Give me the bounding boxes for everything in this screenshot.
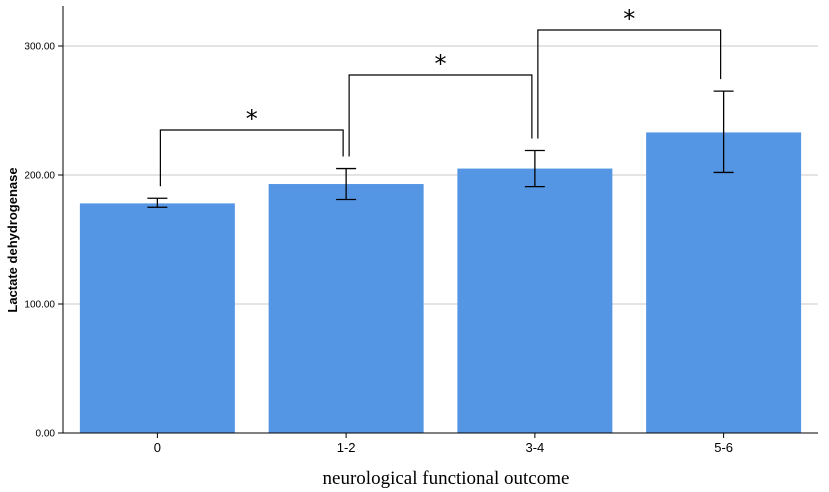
bar [268,184,424,433]
y-tick-label: 300.00 [24,42,55,53]
significance-brackets: * * * [159,5,722,187]
bar [79,203,235,433]
significance-star: * [246,105,258,133]
significance-star: * [435,50,447,78]
x-tick-label: 0 [154,440,161,455]
x-tick-label: 5-6 [714,440,733,455]
significance-bracket [537,29,722,139]
axes: 0.00 100.00 200.00 300.00 0 1-2 3-4 5-6 [24,6,818,455]
y-tick-label: 200.00 [24,171,55,182]
bar [646,132,802,433]
y-tick-label: 100.00 [24,300,55,311]
significance-bracket [348,74,533,157]
bar [457,168,613,434]
x-tick-label: 1-2 [337,440,356,455]
x-tick-label: 3-4 [525,440,544,455]
y-axis-label: Lactate dehydrogenase [5,167,20,312]
y-tick-label: 0.00 [36,429,56,440]
significance-bracket [159,129,344,187]
significance-star: * [623,5,635,33]
bars [79,132,802,434]
error-bars [147,90,734,208]
x-axis-label: neurological functional outcome [323,468,570,489]
